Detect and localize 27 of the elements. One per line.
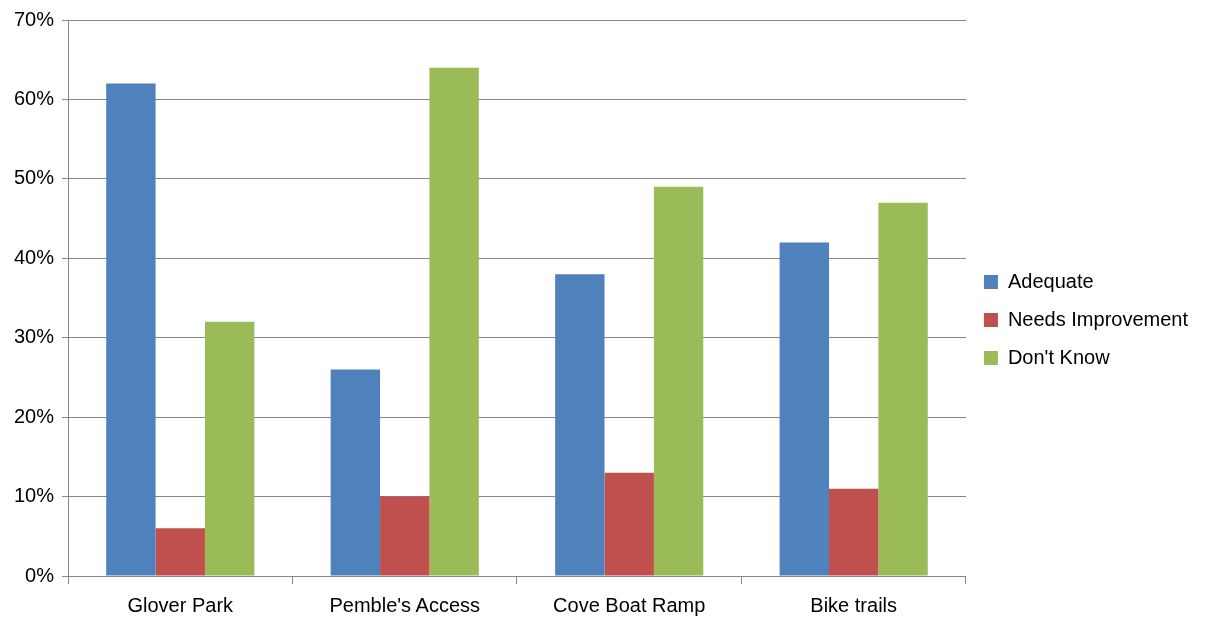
y-tick-label: 20% bbox=[14, 404, 55, 427]
bar bbox=[828, 488, 879, 576]
bar bbox=[555, 274, 605, 576]
bar bbox=[878, 202, 928, 576]
x-tick-label: Cove Boat Ramp bbox=[553, 593, 706, 616]
legend-label: Adequate bbox=[1007, 269, 1094, 292]
bar bbox=[380, 496, 430, 576]
y-tick-label: 10% bbox=[14, 484, 55, 507]
bar bbox=[779, 242, 829, 576]
bar bbox=[604, 472, 654, 576]
bar bbox=[429, 67, 479, 576]
y-tick-label: 0% bbox=[25, 563, 55, 586]
bar bbox=[106, 83, 156, 576]
y-tick-label: 60% bbox=[14, 86, 55, 109]
bar bbox=[155, 528, 205, 576]
bar bbox=[330, 369, 381, 576]
bar bbox=[204, 321, 255, 576]
y-tick-label: 70% bbox=[14, 7, 55, 30]
y-tick-label: 50% bbox=[14, 166, 55, 189]
y-tick-label: 30% bbox=[14, 325, 55, 348]
legend-label: Needs Improvement bbox=[1007, 307, 1189, 330]
x-tick-label: Pemble's Access bbox=[329, 593, 481, 616]
legend-label: Don't Know bbox=[1007, 345, 1111, 368]
y-tick-label: 40% bbox=[14, 245, 55, 268]
bar bbox=[653, 186, 704, 576]
x-tick-label: Bike trails bbox=[810, 593, 898, 616]
x-tick-label: Glover Park bbox=[127, 593, 235, 616]
